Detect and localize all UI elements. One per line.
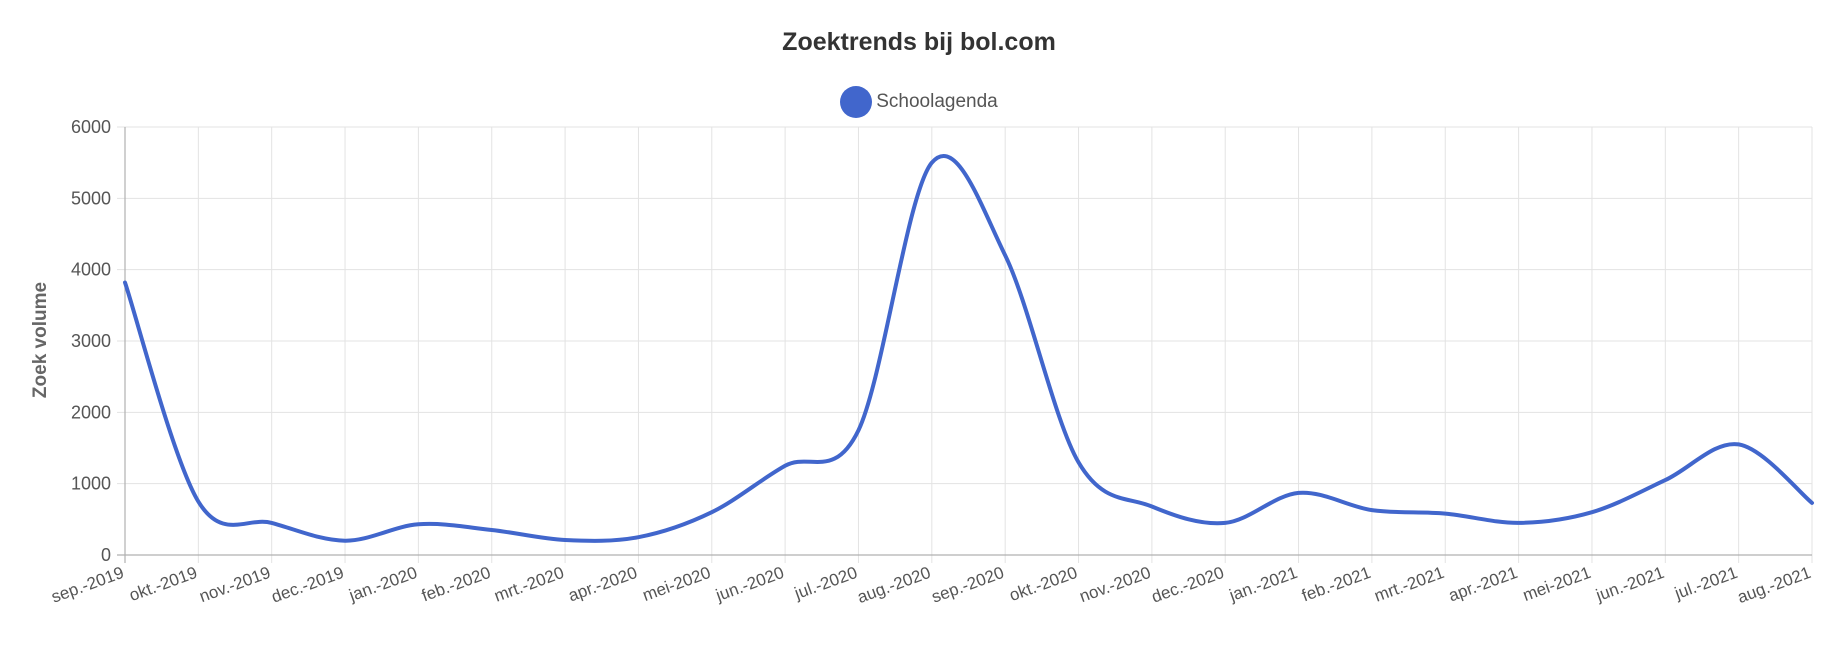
- data-point[interactable]: [1442, 511, 1448, 517]
- y-tick-label: 5000: [71, 188, 111, 208]
- y-tick-label: 4000: [71, 260, 111, 280]
- data-point[interactable]: [342, 538, 348, 544]
- data-point[interactable]: [1516, 520, 1522, 526]
- data-point[interactable]: [1222, 520, 1228, 526]
- data-point[interactable]: [1662, 477, 1668, 483]
- x-tick-label: apr.-2021: [1446, 563, 1520, 605]
- data-point[interactable]: [1076, 459, 1082, 465]
- x-tick-label: jan.-2020: [346, 563, 420, 605]
- x-tick-label: feb.-2021: [1299, 563, 1373, 605]
- data-point[interactable]: [782, 463, 788, 469]
- data-point[interactable]: [1736, 441, 1742, 447]
- x-tick-label: mei-2020: [640, 563, 713, 605]
- x-tick-label: dec.-2020: [1149, 563, 1227, 607]
- data-point[interactable]: [1296, 490, 1302, 496]
- data-point[interactable]: [709, 509, 715, 515]
- y-tick-label: 0: [101, 545, 111, 565]
- x-tick-label: feb.-2020: [419, 563, 493, 605]
- y-axis-ticks: 0 1000 2000 3000 4000 5000 6000: [71, 117, 111, 565]
- legend-label: Schoolagenda: [876, 91, 998, 112]
- x-tick-label: mrt.-2021: [1372, 563, 1447, 606]
- legend[interactable]: Schoolagenda: [0, 86, 1838, 118]
- x-tick-label: jun.-2021: [1593, 563, 1667, 605]
- series-line-schoolagenda[interactable]: [123, 154, 1814, 543]
- x-tick-label: sep.-2020: [929, 563, 1007, 607]
- x-tick-label: mrt.-2020: [492, 563, 567, 606]
- y-axis-title: Zoek volume: [30, 282, 51, 398]
- y-tick-label: 2000: [71, 402, 111, 422]
- x-tick-label: nov.-2019: [197, 563, 273, 606]
- y-tick-label: 1000: [71, 474, 111, 494]
- x-tick-label: jul.-2021: [1671, 563, 1740, 604]
- data-point[interactable]: [195, 499, 201, 505]
- series: [122, 154, 1815, 544]
- x-tick-label: nov.-2020: [1077, 563, 1153, 606]
- data-point[interactable]: [1369, 507, 1375, 513]
- x-tick-label: apr.-2020: [566, 563, 640, 605]
- data-point[interactable]: [122, 280, 128, 286]
- x-tick-label: jul.-2020: [791, 563, 860, 604]
- x-tick-label: jun.-2020: [712, 563, 786, 605]
- data-point[interactable]: [415, 521, 421, 527]
- legend-swatch: [840, 86, 873, 118]
- axes: [117, 127, 1812, 563]
- data-point[interactable]: [1002, 252, 1008, 258]
- data-point[interactable]: [929, 160, 935, 166]
- y-tick-label: 3000: [71, 331, 111, 351]
- y-tick-label: 6000: [71, 117, 111, 137]
- grid: [117, 126, 1813, 563]
- data-point[interactable]: [635, 534, 641, 540]
- data-point[interactable]: [489, 527, 495, 533]
- x-tick-label: mei-2021: [1520, 563, 1593, 605]
- chart-title: Zoektrends bij bol.com: [782, 28, 1056, 56]
- data-point[interactable]: [1589, 509, 1595, 515]
- x-tick-label: sep.-2019: [49, 563, 127, 607]
- data-point[interactable]: [1809, 500, 1815, 506]
- data-point[interactable]: [562, 537, 568, 543]
- data-point[interactable]: [269, 520, 275, 526]
- data-point[interactable]: [855, 427, 861, 433]
- x-tick-label: jan.-2021: [1226, 563, 1300, 605]
- data-point[interactable]: [1149, 503, 1155, 509]
- x-tick-label: okt.-2019: [127, 563, 200, 605]
- x-tick-label: dec.-2019: [269, 563, 347, 607]
- x-tick-label: okt.-2020: [1007, 563, 1080, 605]
- x-tick-label: aug.-2020: [855, 563, 933, 607]
- x-tick-label: aug.-2021: [1735, 563, 1813, 607]
